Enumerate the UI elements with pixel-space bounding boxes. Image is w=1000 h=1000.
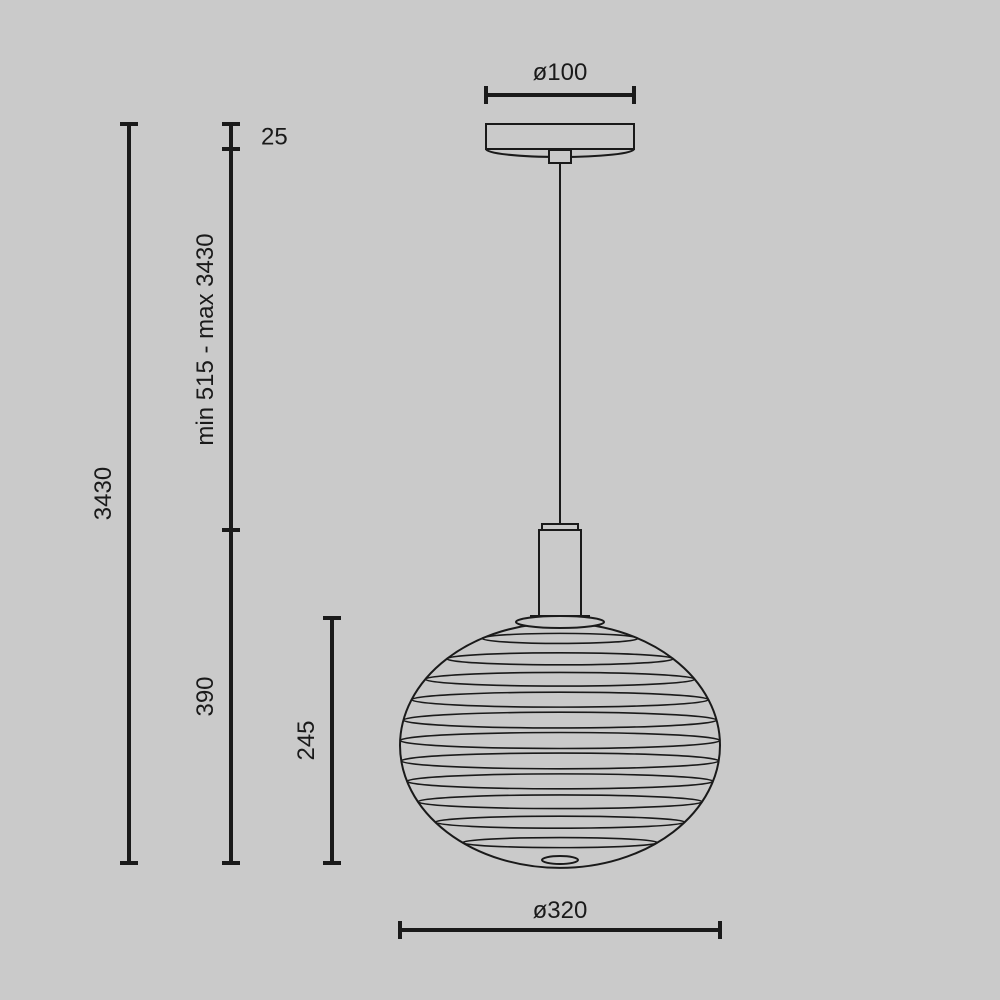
total-height-label: 3430 <box>90 467 117 520</box>
canopy-diameter-label: ø100 <box>533 59 588 86</box>
shade-diameter-label: ø320 <box>533 897 588 924</box>
canopy-height-label: 25 <box>261 124 288 151</box>
shade-height-label: 245 <box>293 720 320 760</box>
cable-range-label: min 515 - max 3430 <box>192 233 219 445</box>
fixture-height-label: 390 <box>192 676 219 716</box>
